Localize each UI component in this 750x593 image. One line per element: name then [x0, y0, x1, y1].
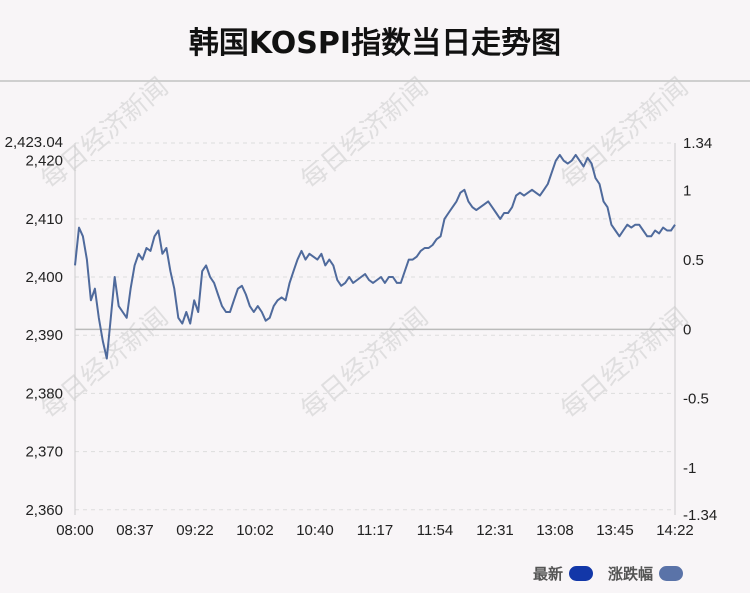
- y-left-tick-label: 2,360: [25, 502, 63, 519]
- chart-title: 韩国KOSPI指数当日走势图: [188, 26, 562, 61]
- series-layer: [74, 153, 676, 360]
- y-right-tick-label: 1: [683, 182, 691, 199]
- y-left-tick-label: 2,400: [25, 269, 63, 286]
- x-tick-label: 10:02: [236, 522, 274, 539]
- y-left-tick-label: 2,420: [25, 153, 63, 170]
- x-tick-label: 08:37: [116, 522, 154, 539]
- series-line: [74, 153, 676, 360]
- x-tick-label: 12:31: [476, 522, 514, 539]
- x-tick-label: 14:22: [656, 522, 694, 539]
- watermark-text: 每日经济新闻: [295, 72, 434, 195]
- legend-change-label: 涨跌幅: [608, 565, 654, 583]
- x-tick-label: 13:45: [596, 522, 634, 539]
- y-right-tick-label: 1.34: [683, 135, 712, 152]
- legend-latest-swatch: [569, 566, 594, 581]
- y-left-tick-label: 2,380: [25, 385, 63, 402]
- x-tick-label: 08:00: [56, 522, 94, 539]
- y-right-tick-label: 0: [683, 321, 691, 338]
- x-tick-label: 10:40: [296, 522, 334, 539]
- x-tick-label: 11:54: [417, 522, 453, 539]
- legend-change-swatch: [659, 566, 684, 581]
- x-tick-label: 11:17: [357, 522, 393, 539]
- y-left-tick-label: 2,370: [25, 444, 63, 461]
- gridlines: [75, 142, 675, 511]
- y-right-tick-label: -1: [683, 460, 696, 477]
- x-axis-labels: 08:00 08:37 09:22 10:02 10:40 11:17 11:54 12:31…: [56, 522, 694, 539]
- watermark-text: 每日经济新闻: [35, 302, 174, 425]
- watermark-text: 每日经济新闻: [555, 302, 694, 425]
- y-right-tick-label: 0.5: [683, 252, 704, 269]
- axes: [74, 143, 676, 515]
- y-left-top-label: 2,423.04: [5, 134, 63, 151]
- legend-change: 涨跌幅: [608, 563, 684, 584]
- legend-latest: 最新: [533, 563, 594, 584]
- y-axis-left-labels: 2,423.04 2,420 2,410 2,400 2,390 2,380 2,370 2,…: [5, 134, 63, 519]
- watermark-text: 每日经济新闻: [295, 302, 434, 425]
- x-tick-label: 13:08: [536, 522, 574, 539]
- legend-latest-label: 最新: [533, 565, 564, 583]
- y-right-tick-label: -1.34: [683, 507, 717, 524]
- y-right-tick-label: -0.5: [683, 391, 709, 408]
- title-divider: [0, 80, 750, 82]
- y-left-tick-label: 2,390: [25, 327, 63, 344]
- y-axis-right-labels: 1.34 1 0.5 0 -0.5 -1 -1.34: [683, 135, 717, 524]
- y-left-tick-label: 2,410: [25, 211, 63, 228]
- x-tick-label: 09:22: [176, 522, 214, 539]
- watermark-text: 每日经济新闻: [555, 72, 694, 195]
